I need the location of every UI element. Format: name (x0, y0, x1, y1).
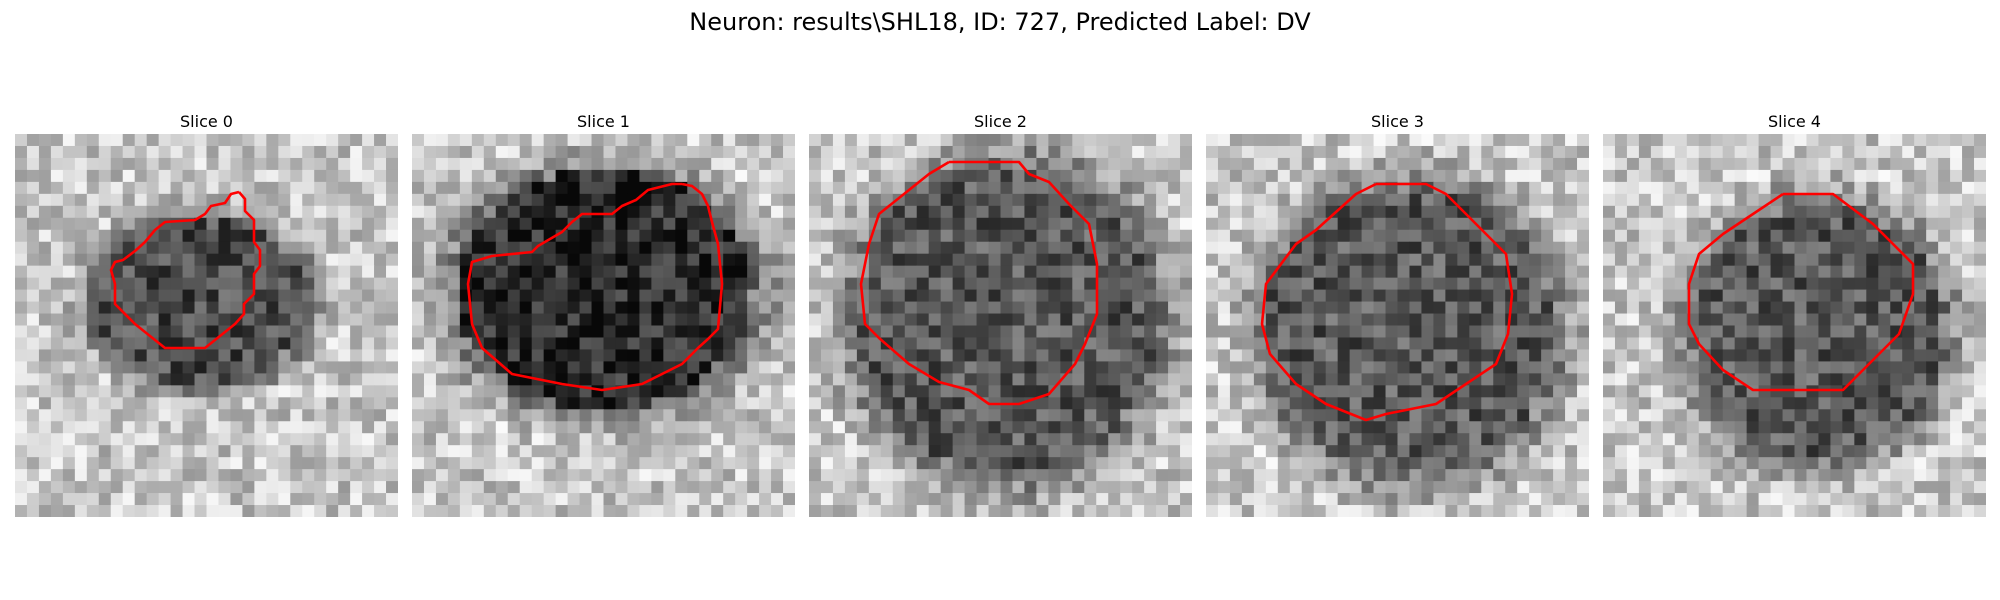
neuron-contour-2 (859, 160, 1099, 406)
slice-image-0 (15, 134, 398, 517)
slice-image-1 (412, 134, 795, 517)
figure-title: Neuron: results\SHL18, ID: 727, Predicte… (689, 8, 1311, 36)
neuron-contour-3 (1260, 182, 1514, 422)
slice-image-3 (1206, 134, 1589, 517)
neuron-contour-4 (1687, 192, 1915, 392)
slice-panel-3: Slice 3 (1206, 112, 1589, 517)
slice-panel-2: Slice 2 (809, 112, 1192, 517)
slice-image-2 (809, 134, 1192, 517)
slice-title-2: Slice 2 (974, 112, 1027, 131)
slice-image-4 (1603, 134, 1986, 517)
neuron-contour-0 (109, 190, 262, 350)
neuron-contour-1 (466, 182, 724, 392)
slice-title-4: Slice 4 (1768, 112, 1821, 131)
slice-title-3: Slice 3 (1371, 112, 1424, 131)
slice-title-0: Slice 0 (180, 112, 233, 131)
slice-panel-0: Slice 0 (15, 112, 398, 517)
slice-panel-4: Slice 4 (1603, 112, 1986, 517)
slice-panel-1: Slice 1 (412, 112, 795, 517)
slice-title-1: Slice 1 (577, 112, 630, 131)
